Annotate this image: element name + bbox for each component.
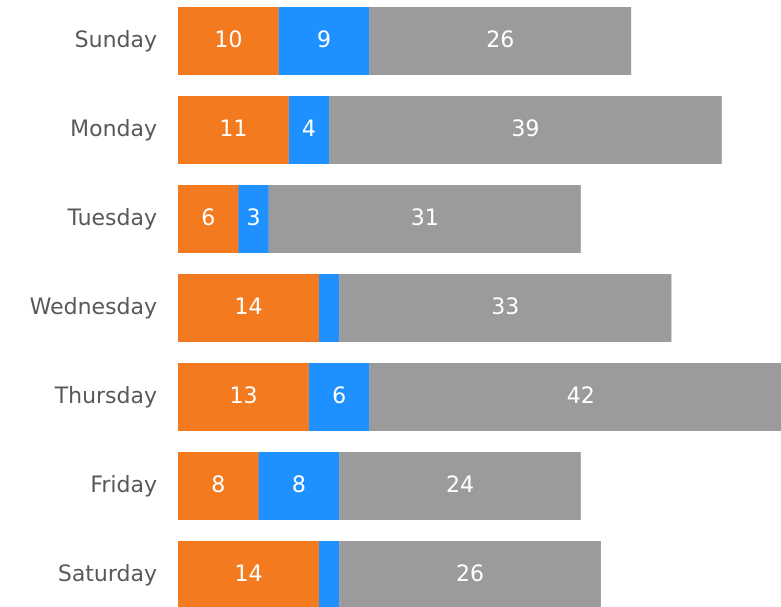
- category-label: Friday: [90, 473, 157, 498]
- value-label: 13: [229, 384, 257, 409]
- bar-segment: [278, 7, 370, 75]
- value-label: 8: [292, 473, 306, 498]
- bar-segment: [178, 274, 319, 342]
- category-label: Thursday: [54, 384, 157, 409]
- value-label: 24: [446, 473, 474, 498]
- category-label: Tuesday: [66, 206, 157, 231]
- bar-segment: [318, 274, 340, 342]
- value-label: 26: [456, 562, 484, 587]
- value-label: 4: [302, 117, 316, 142]
- value-label: 26: [486, 28, 514, 53]
- bar-segment: [178, 7, 279, 75]
- bar-segment: [178, 96, 289, 164]
- value-label: 42: [567, 384, 595, 409]
- category-label: Wednesday: [30, 295, 157, 320]
- category-label: Sunday: [75, 28, 157, 53]
- bar-segment: [339, 452, 581, 520]
- value-label: 14: [234, 562, 262, 587]
- bar-segment: [178, 363, 309, 431]
- value-label: 10: [214, 28, 242, 53]
- bar-segment: [339, 274, 672, 342]
- value-label: 6: [332, 384, 346, 409]
- bar-segment: [339, 541, 601, 607]
- value-label: 14: [234, 295, 262, 320]
- bar-segment: [178, 541, 319, 607]
- bar-segment: [178, 452, 259, 520]
- bar-segment: [268, 185, 581, 253]
- value-label: 6: [201, 206, 215, 231]
- value-label: 31: [411, 206, 439, 231]
- bar-segment: [369, 363, 781, 431]
- value-label: 11: [219, 117, 247, 142]
- category-label: Monday: [70, 117, 157, 142]
- value-label: 3: [247, 206, 261, 231]
- bar-segment: [178, 185, 239, 253]
- bar-segment: [369, 7, 632, 75]
- value-label: 39: [511, 117, 539, 142]
- bar-segment: [329, 96, 722, 164]
- value-label: 33: [491, 295, 519, 320]
- bar-segment: [238, 185, 269, 253]
- bar-segment: [308, 363, 370, 431]
- category-label: Saturday: [58, 562, 157, 587]
- bar-segment: [318, 541, 340, 607]
- value-label: 9: [317, 28, 331, 53]
- bar-segment: [258, 452, 340, 520]
- bar-segment: [288, 96, 330, 164]
- value-label: 8: [211, 473, 225, 498]
